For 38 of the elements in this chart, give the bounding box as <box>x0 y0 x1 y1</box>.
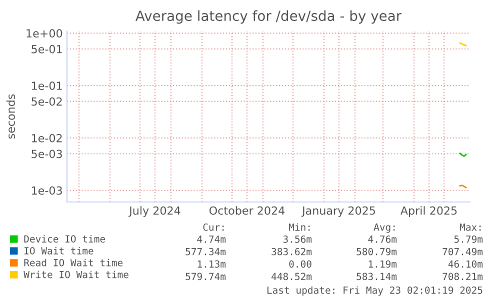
text: Max: <box>460 224 481 231</box>
x-tick-label: October 2024 <box>209 206 285 215</box>
x-tick-label: July 2024 <box>128 206 180 217</box>
text: 383.62m <box>272 248 312 256</box>
y-tick-label: 1e-01 <box>32 82 62 90</box>
text: 580.79m <box>356 248 397 256</box>
text: 448.52m <box>272 272 312 280</box>
text: 4.74m <box>197 236 226 243</box>
x-tick-label: April 2025 <box>400 206 457 217</box>
text: 5.79m <box>454 235 483 243</box>
text: 1.13m <box>198 260 226 268</box>
legend-label: Device IO time <box>24 235 105 243</box>
text: Avg: <box>374 224 395 233</box>
y-axis-title: seconds <box>6 94 15 139</box>
y-tick-label: 1e+00 <box>26 29 62 38</box>
y-tick-label: 5e-01 <box>32 44 62 54</box>
text: 708.21m <box>442 272 483 280</box>
y-tick-label: 1e-03 <box>32 186 62 195</box>
y-tick-label: 1e-02 <box>32 134 62 142</box>
text: 3.56m <box>283 235 312 243</box>
text: Last update: Fri May 23 02:01:19 2025 <box>267 286 482 296</box>
text: 577.34m <box>186 248 226 256</box>
legend-label: IO Wait time <box>24 246 94 254</box>
y-tick-label: 5e-03 <box>32 150 62 158</box>
text: 583.14m <box>356 272 397 280</box>
text: 0.00 <box>289 260 312 268</box>
legend-label: Read IO Wait time <box>24 258 123 266</box>
text: 4.76m <box>368 235 397 243</box>
text: 707.49m <box>442 248 483 256</box>
chart-title: Average latency for /dev/sda - by year <box>136 10 402 24</box>
text: Min: <box>288 223 310 231</box>
text: Cur: <box>203 223 224 231</box>
legend-label: Write IO Wait time <box>24 270 128 278</box>
text: 46.10m <box>448 260 483 268</box>
y-tick-label: 5e-02 <box>32 97 62 106</box>
x-tick-label: January 2025 <box>301 206 375 217</box>
text: 579.74m <box>186 272 226 280</box>
text: 1.19m <box>368 260 397 268</box>
